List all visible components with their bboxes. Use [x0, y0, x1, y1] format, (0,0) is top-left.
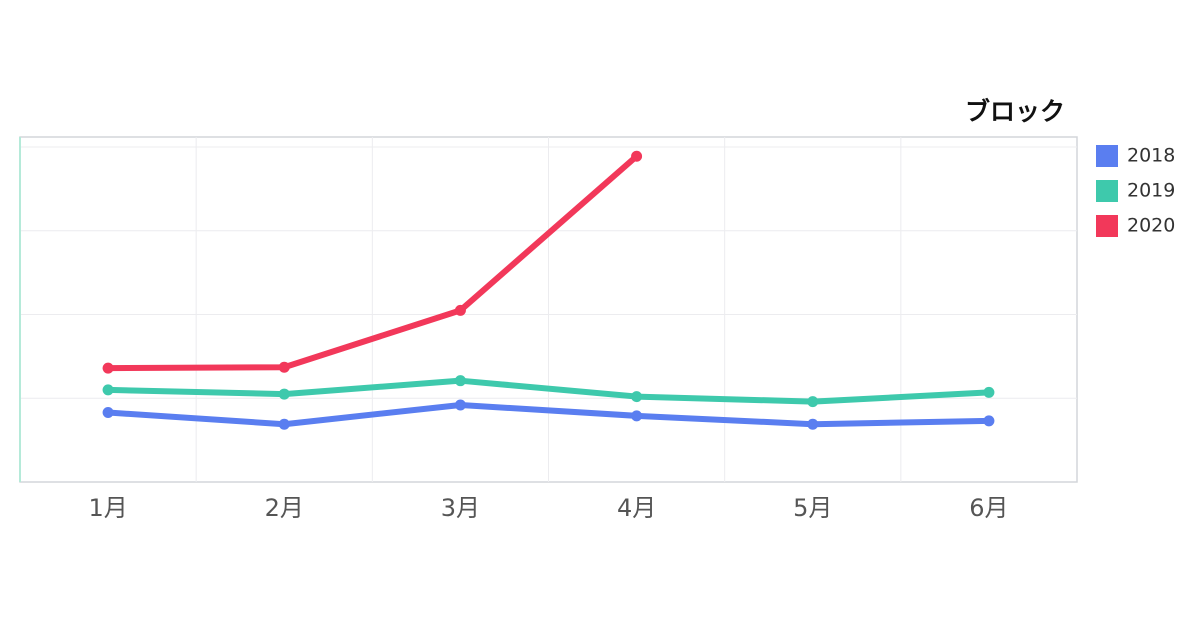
point [454, 399, 466, 411]
series-line [108, 377, 990, 405]
x-tick-label: 4月 [617, 494, 656, 522]
x-tick-label: 2月 [265, 494, 304, 522]
x-tick-label: 3月 [441, 494, 480, 522]
point [102, 362, 114, 374]
point [631, 391, 643, 403]
point [807, 418, 819, 430]
series-line [107, 401, 989, 428]
point [278, 388, 290, 400]
point [983, 415, 995, 427]
legend-title: ブロック [965, 97, 1065, 126]
point [102, 384, 114, 396]
x-tick-label: 5月 [793, 494, 832, 522]
legend-label: 2019 [1127, 180, 1175, 202]
legend-label: 2020 [1127, 215, 1175, 237]
point [278, 361, 290, 373]
point [631, 150, 643, 162]
point [807, 396, 819, 408]
x-tick-label: 1月 [88, 494, 127, 522]
legend-swatch [1096, 145, 1118, 167]
legend-label: 2018 [1127, 145, 1175, 167]
legend-swatch [1096, 215, 1118, 237]
point [983, 386, 995, 398]
point [454, 304, 466, 316]
series-line [108, 154, 639, 372]
x-tick-label: 6月 [969, 494, 1008, 522]
point [278, 418, 290, 430]
point [454, 375, 466, 387]
point [631, 410, 643, 422]
legend-swatch [1096, 180, 1118, 202]
point [102, 406, 114, 418]
